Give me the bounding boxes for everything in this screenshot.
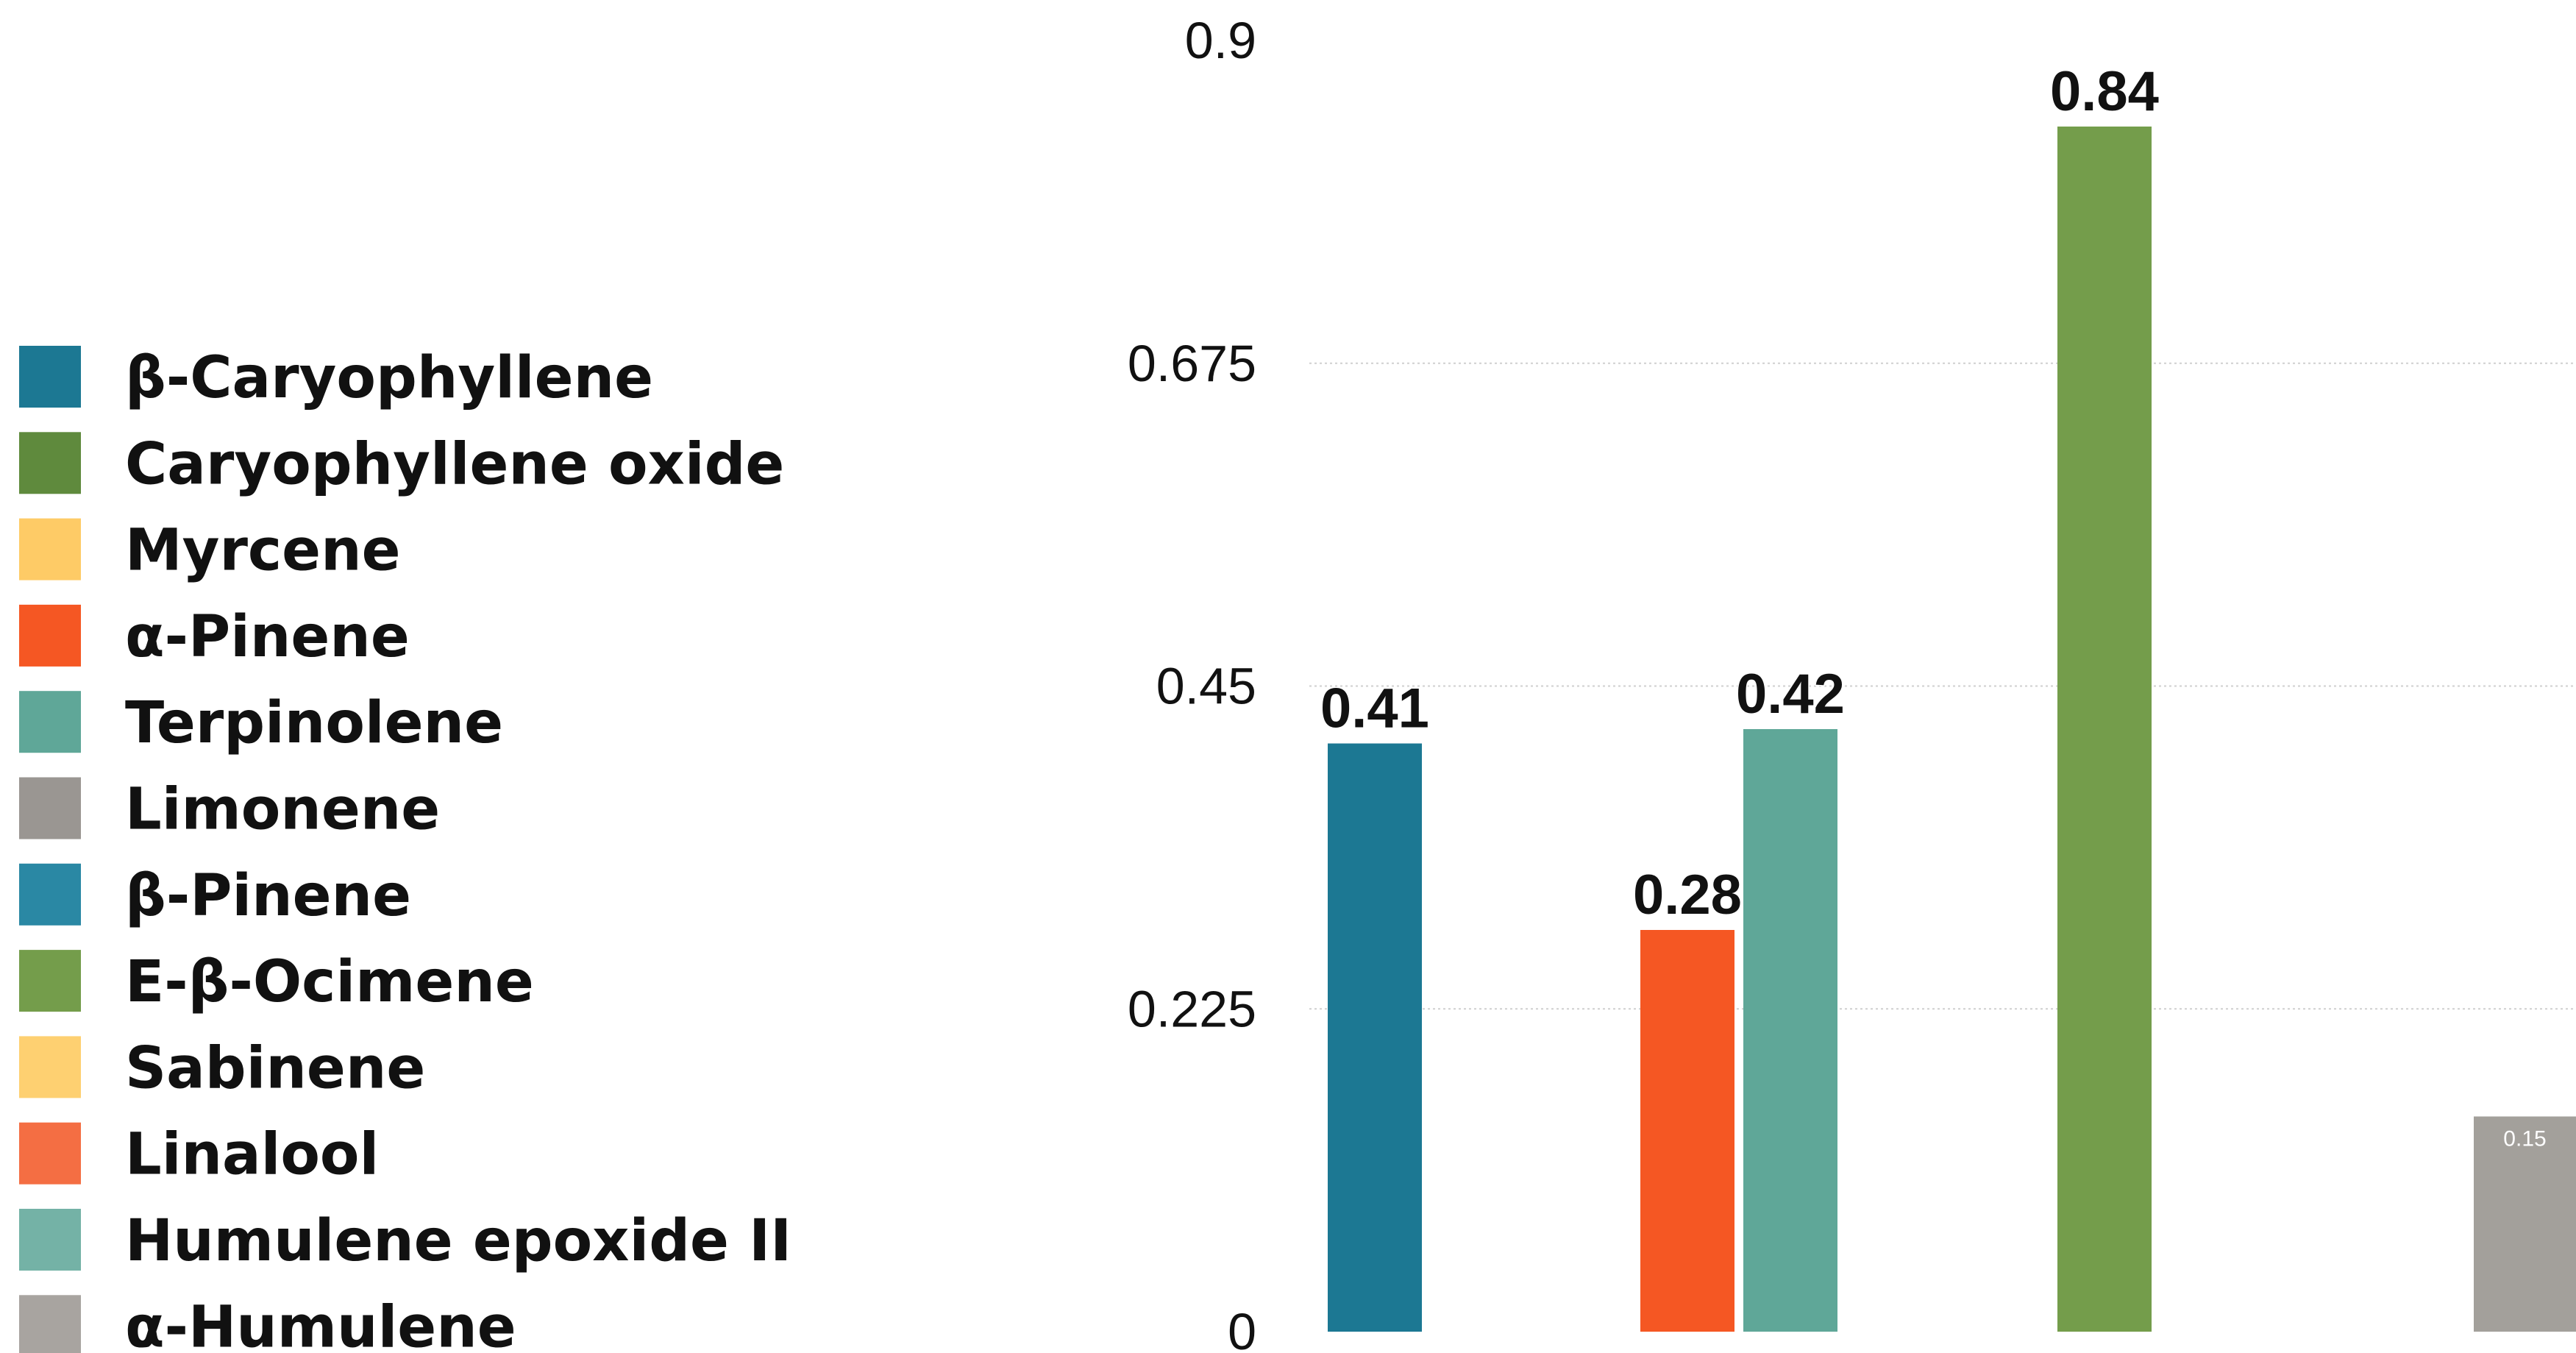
bar-value-label: 0.42 xyxy=(1736,663,1845,725)
bar-value-labels: 0.41 0.28 0.42 0.84 0.15 xyxy=(1320,60,2547,1151)
legend-item: Terpinolene xyxy=(19,690,503,756)
bars xyxy=(1328,127,2576,1332)
legend-swatch xyxy=(19,1295,81,1353)
legend-swatch xyxy=(19,1122,81,1185)
legend-swatch xyxy=(19,863,81,926)
legend-label: α-Pinene xyxy=(125,604,410,670)
bar xyxy=(2057,127,2152,1332)
legend-label: Linalool xyxy=(125,1122,379,1188)
bar-value-label: 0.41 xyxy=(1320,678,1429,740)
y-tick-label: 0.225 xyxy=(1128,980,1256,1037)
bar xyxy=(2474,1116,2576,1332)
bar xyxy=(1743,729,1837,1332)
legend-item: Caryophyllene oxide xyxy=(19,431,784,497)
legend-label: β-Caryophyllene xyxy=(125,345,653,411)
legend-swatch xyxy=(19,604,81,667)
y-tick-label: 0.45 xyxy=(1156,658,1256,715)
y-tick-label: 0.675 xyxy=(1128,335,1256,392)
legend-item: Limonene xyxy=(19,777,440,843)
legend-item: Linalool xyxy=(19,1122,379,1188)
legend-label: Sabinene xyxy=(125,1035,425,1101)
legend-swatch xyxy=(19,691,81,753)
bar-value-label: 0.28 xyxy=(1633,864,1742,926)
bar-value-label: 0.15 xyxy=(2503,1127,2546,1151)
legend-item: α-Humulene xyxy=(19,1294,516,1353)
legend-swatch xyxy=(19,518,81,580)
legend-swatch xyxy=(19,777,81,839)
legend-item: β-Pinene xyxy=(19,863,411,929)
y-axis-tick-labels: 0 0.225 0.45 0.675 0.9 xyxy=(1128,12,1256,1353)
legend-label: Caryophyllene oxide xyxy=(125,431,784,497)
legend: β-Caryophyllene Caryophyllene oxide Myrcen… xyxy=(19,345,791,1353)
legend-label: E-β-Ocimene xyxy=(125,949,534,1015)
legend-swatch xyxy=(19,1209,81,1271)
legend-label: Myrcene xyxy=(125,518,401,584)
bar-value-label: 0.84 xyxy=(2050,60,2159,123)
legend-item: α-Pinene xyxy=(19,604,410,670)
y-tick-label: 0.9 xyxy=(1185,12,1256,69)
legend-label: β-Pinene xyxy=(125,863,411,929)
bar xyxy=(1328,743,1422,1332)
legend-item: β-Caryophyllene xyxy=(19,345,653,411)
legend-label: Humulene epoxide II xyxy=(125,1208,791,1274)
bar xyxy=(1640,930,1734,1332)
legend-item: Myrcene xyxy=(19,518,401,584)
legend-swatch xyxy=(19,346,81,408)
legend-label: Terpinolene xyxy=(125,690,503,756)
legend-swatch xyxy=(19,1036,81,1098)
legend-label: α-Humulene xyxy=(125,1294,516,1353)
legend-item: Sabinene xyxy=(19,1035,425,1101)
legend-label: Limonene xyxy=(125,777,440,843)
legend-swatch xyxy=(19,432,81,494)
legend-swatch xyxy=(19,950,81,1012)
legend-item: E-β-Ocimene xyxy=(19,949,534,1015)
grid-lines xyxy=(1309,362,2576,1010)
legend-item: Humulene epoxide II xyxy=(19,1208,791,1274)
y-tick-label: 0 xyxy=(1228,1303,1256,1353)
